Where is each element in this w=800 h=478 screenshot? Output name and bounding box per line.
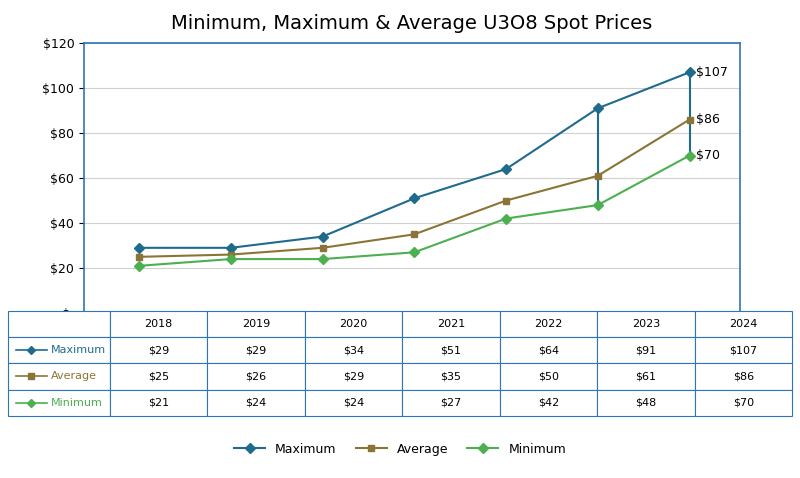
FancyBboxPatch shape	[305, 390, 402, 416]
Text: $26: $26	[246, 371, 266, 381]
Text: $107: $107	[730, 345, 758, 355]
FancyBboxPatch shape	[305, 337, 402, 363]
FancyBboxPatch shape	[694, 390, 792, 416]
FancyBboxPatch shape	[402, 390, 500, 416]
FancyBboxPatch shape	[207, 311, 305, 337]
Text: $61: $61	[635, 371, 656, 381]
FancyBboxPatch shape	[694, 363, 792, 390]
Text: $86: $86	[733, 371, 754, 381]
Text: 2018: 2018	[145, 319, 173, 329]
FancyBboxPatch shape	[207, 337, 305, 363]
Text: $27: $27	[440, 398, 462, 408]
Text: Maximum: Maximum	[51, 345, 106, 355]
Text: 2020: 2020	[339, 319, 368, 329]
Legend: Maximum, Average, Minimum: Maximum, Average, Minimum	[229, 438, 571, 461]
Text: 2021: 2021	[437, 319, 465, 329]
FancyBboxPatch shape	[402, 311, 500, 337]
Text: $86: $86	[697, 113, 720, 126]
Text: Average: Average	[51, 371, 97, 381]
Text: $107: $107	[697, 66, 728, 79]
FancyBboxPatch shape	[597, 311, 694, 337]
Title: Minimum, Maximum & Average U3O8 Spot Prices: Minimum, Maximum & Average U3O8 Spot Pri…	[171, 14, 653, 33]
FancyBboxPatch shape	[305, 311, 402, 337]
FancyBboxPatch shape	[8, 363, 110, 390]
Text: $29: $29	[343, 371, 364, 381]
FancyBboxPatch shape	[305, 363, 402, 390]
Text: 2024: 2024	[729, 319, 758, 329]
Text: $64: $64	[538, 345, 559, 355]
Text: $24: $24	[246, 398, 266, 408]
Text: $25: $25	[148, 371, 170, 381]
Text: $35: $35	[441, 371, 462, 381]
Text: 2022: 2022	[534, 319, 562, 329]
FancyBboxPatch shape	[597, 390, 694, 416]
FancyBboxPatch shape	[110, 311, 207, 337]
FancyBboxPatch shape	[110, 363, 207, 390]
FancyBboxPatch shape	[500, 363, 597, 390]
FancyBboxPatch shape	[110, 337, 207, 363]
FancyBboxPatch shape	[694, 311, 792, 337]
Text: $29: $29	[246, 345, 266, 355]
FancyBboxPatch shape	[8, 390, 110, 416]
Text: $42: $42	[538, 398, 559, 408]
FancyBboxPatch shape	[694, 337, 792, 363]
Text: $34: $34	[343, 345, 364, 355]
Text: $70: $70	[733, 398, 754, 408]
Text: $48: $48	[635, 398, 657, 408]
Text: 2023: 2023	[632, 319, 660, 329]
FancyBboxPatch shape	[207, 363, 305, 390]
Text: $24: $24	[343, 398, 364, 408]
FancyBboxPatch shape	[597, 363, 694, 390]
Text: $51: $51	[441, 345, 462, 355]
FancyBboxPatch shape	[500, 390, 597, 416]
FancyBboxPatch shape	[110, 390, 207, 416]
Text: Minimum: Minimum	[51, 398, 102, 408]
FancyBboxPatch shape	[500, 337, 597, 363]
Text: 2019: 2019	[242, 319, 270, 329]
FancyBboxPatch shape	[402, 337, 500, 363]
Text: $50: $50	[538, 371, 559, 381]
Text: $21: $21	[148, 398, 170, 408]
FancyBboxPatch shape	[207, 390, 305, 416]
FancyBboxPatch shape	[8, 311, 110, 337]
FancyBboxPatch shape	[597, 337, 694, 363]
Text: $70: $70	[697, 149, 721, 162]
Text: $91: $91	[635, 345, 657, 355]
FancyBboxPatch shape	[500, 311, 597, 337]
Text: $29: $29	[148, 345, 170, 355]
FancyBboxPatch shape	[8, 337, 110, 363]
FancyBboxPatch shape	[402, 363, 500, 390]
